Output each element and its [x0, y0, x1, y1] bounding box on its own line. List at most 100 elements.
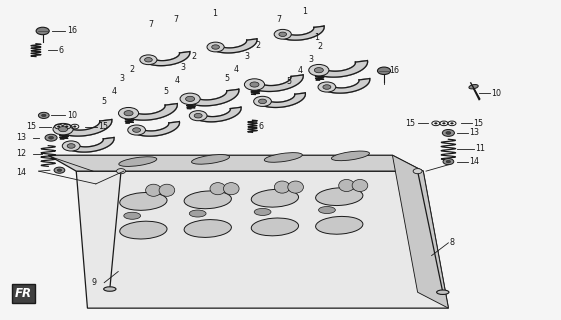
Circle shape — [45, 134, 57, 141]
Ellipse shape — [210, 183, 226, 195]
Ellipse shape — [251, 218, 298, 236]
Text: 16: 16 — [67, 27, 77, 36]
Text: 16: 16 — [390, 66, 399, 75]
Polygon shape — [194, 107, 241, 122]
Circle shape — [118, 108, 139, 119]
Ellipse shape — [189, 210, 206, 217]
Circle shape — [128, 125, 145, 135]
Text: 15: 15 — [99, 122, 109, 131]
Circle shape — [314, 68, 323, 73]
Circle shape — [42, 114, 46, 117]
Polygon shape — [393, 155, 448, 308]
Ellipse shape — [223, 183, 239, 195]
Text: 1: 1 — [302, 7, 307, 16]
Text: 10: 10 — [67, 111, 77, 120]
Polygon shape — [144, 52, 190, 66]
Circle shape — [189, 111, 207, 121]
Circle shape — [413, 169, 422, 174]
Circle shape — [57, 126, 60, 127]
Ellipse shape — [332, 151, 370, 161]
Circle shape — [435, 123, 437, 124]
Circle shape — [194, 113, 202, 118]
Circle shape — [309, 64, 329, 76]
Polygon shape — [278, 26, 324, 40]
Circle shape — [378, 67, 390, 75]
Ellipse shape — [159, 184, 174, 196]
Text: 2: 2 — [256, 41, 261, 50]
Ellipse shape — [119, 193, 167, 210]
Circle shape — [54, 167, 65, 173]
Circle shape — [274, 29, 291, 39]
Text: 7: 7 — [148, 20, 153, 29]
Ellipse shape — [146, 184, 162, 196]
Text: 3: 3 — [119, 74, 125, 83]
Circle shape — [117, 169, 126, 174]
Ellipse shape — [264, 153, 302, 162]
Text: 12: 12 — [16, 149, 26, 158]
Ellipse shape — [104, 287, 116, 291]
Polygon shape — [66, 138, 114, 152]
Text: 3: 3 — [309, 55, 314, 64]
Ellipse shape — [339, 180, 355, 192]
Text: 5: 5 — [163, 87, 168, 96]
Circle shape — [49, 136, 54, 139]
Ellipse shape — [274, 181, 290, 193]
Text: 7: 7 — [173, 15, 178, 24]
Ellipse shape — [184, 191, 231, 209]
Circle shape — [180, 93, 200, 105]
Circle shape — [259, 99, 266, 104]
Text: 15: 15 — [26, 122, 36, 131]
Ellipse shape — [288, 181, 304, 193]
Text: 6: 6 — [58, 45, 63, 55]
Circle shape — [58, 126, 68, 132]
Circle shape — [73, 126, 76, 127]
Ellipse shape — [184, 220, 231, 237]
Text: 5: 5 — [286, 77, 292, 86]
Text: 14: 14 — [16, 168, 26, 177]
Polygon shape — [132, 122, 180, 136]
Circle shape — [323, 85, 331, 89]
Text: 4: 4 — [233, 65, 238, 74]
Text: 2: 2 — [191, 52, 196, 61]
Text: 9: 9 — [91, 278, 96, 287]
Circle shape — [145, 58, 152, 62]
Circle shape — [124, 111, 133, 116]
Polygon shape — [322, 79, 370, 93]
Polygon shape — [257, 93, 305, 108]
Text: 14: 14 — [470, 157, 480, 166]
Ellipse shape — [352, 180, 368, 192]
Ellipse shape — [251, 189, 298, 207]
Text: 6: 6 — [259, 122, 264, 131]
Ellipse shape — [119, 221, 167, 239]
Circle shape — [53, 124, 73, 135]
Ellipse shape — [316, 188, 363, 205]
Polygon shape — [249, 75, 303, 92]
Ellipse shape — [469, 84, 478, 89]
Text: 4: 4 — [174, 76, 180, 85]
Circle shape — [245, 79, 265, 90]
Text: 1: 1 — [314, 33, 319, 42]
Circle shape — [254, 96, 272, 107]
Circle shape — [318, 82, 335, 92]
Circle shape — [62, 141, 80, 151]
Text: 15: 15 — [404, 119, 415, 128]
Ellipse shape — [119, 157, 157, 166]
Ellipse shape — [124, 212, 141, 219]
Text: 8: 8 — [449, 238, 454, 247]
Text: 3: 3 — [180, 63, 185, 72]
Circle shape — [207, 42, 224, 52]
Text: 3: 3 — [245, 52, 250, 61]
Ellipse shape — [436, 290, 449, 294]
Polygon shape — [48, 155, 423, 171]
Circle shape — [57, 169, 62, 172]
Polygon shape — [123, 104, 177, 120]
Text: 13: 13 — [16, 133, 26, 142]
Text: 4: 4 — [111, 87, 116, 96]
Polygon shape — [314, 60, 367, 77]
Circle shape — [446, 160, 450, 163]
Circle shape — [250, 82, 259, 87]
Text: 1: 1 — [213, 9, 218, 18]
Circle shape — [140, 55, 157, 65]
Text: FR: FR — [15, 287, 31, 300]
Text: 2: 2 — [317, 42, 322, 52]
